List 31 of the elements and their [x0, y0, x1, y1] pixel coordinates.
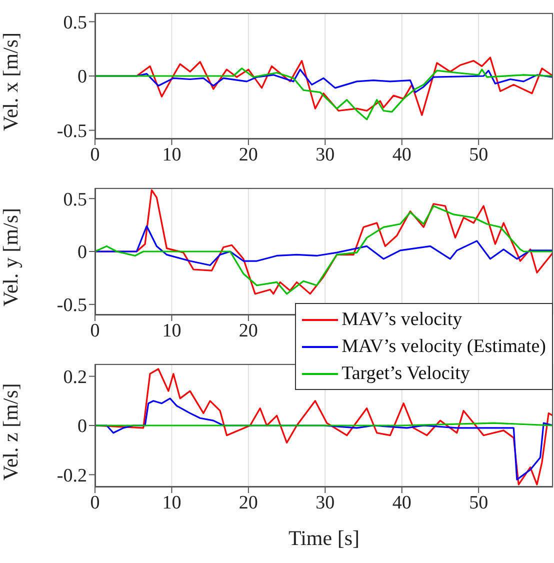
x-tick-label: 30: [316, 144, 335, 166]
y-axis-title: Vel. y [m/s]: [0, 208, 22, 306]
x-tick-label: 10: [162, 320, 182, 342]
line-series: [95, 205, 553, 295]
y-tick-label: 0.5: [63, 189, 87, 210]
y-tick-label: -0.5: [56, 295, 87, 316]
legend-label: MAV’s velocity: [342, 308, 462, 332]
x-tick-label: 20: [238, 492, 258, 514]
y-tick-label: 0.5: [63, 12, 87, 34]
y-tick-label: 0: [78, 242, 87, 264]
y-axis-title: Vel. x [m/s]: [0, 32, 22, 131]
line-series: [95, 68, 553, 120]
x-tick-label: 40: [392, 144, 412, 166]
y-tick-label: 0: [78, 66, 87, 88]
legend-label: MAV’s velocity (Estimate): [342, 335, 546, 359]
x-tick-label: 10: [162, 492, 182, 514]
x-tick-label: 30: [316, 492, 335, 514]
x-tick-label: 20: [238, 144, 258, 166]
line-series: [95, 225, 553, 266]
y-axis-title: Vel. z [m/s]: [0, 383, 22, 480]
y-tick-label: -0.5: [56, 121, 87, 142]
x-axis-title: Time [s]: [288, 526, 360, 550]
y-tick-label: 0.2: [63, 367, 87, 388]
legend-label: Target’s Velocity: [342, 362, 470, 386]
x-tick-label: 20: [238, 320, 258, 342]
x-tick-label: 50: [469, 492, 488, 514]
x-tick-label: 50: [469, 144, 488, 166]
y-tick-label: 0: [78, 416, 87, 438]
y-tick-label: -0.2: [56, 465, 87, 486]
x-tick-label: 10: [162, 144, 182, 166]
x-tick-label: 40: [392, 492, 412, 514]
